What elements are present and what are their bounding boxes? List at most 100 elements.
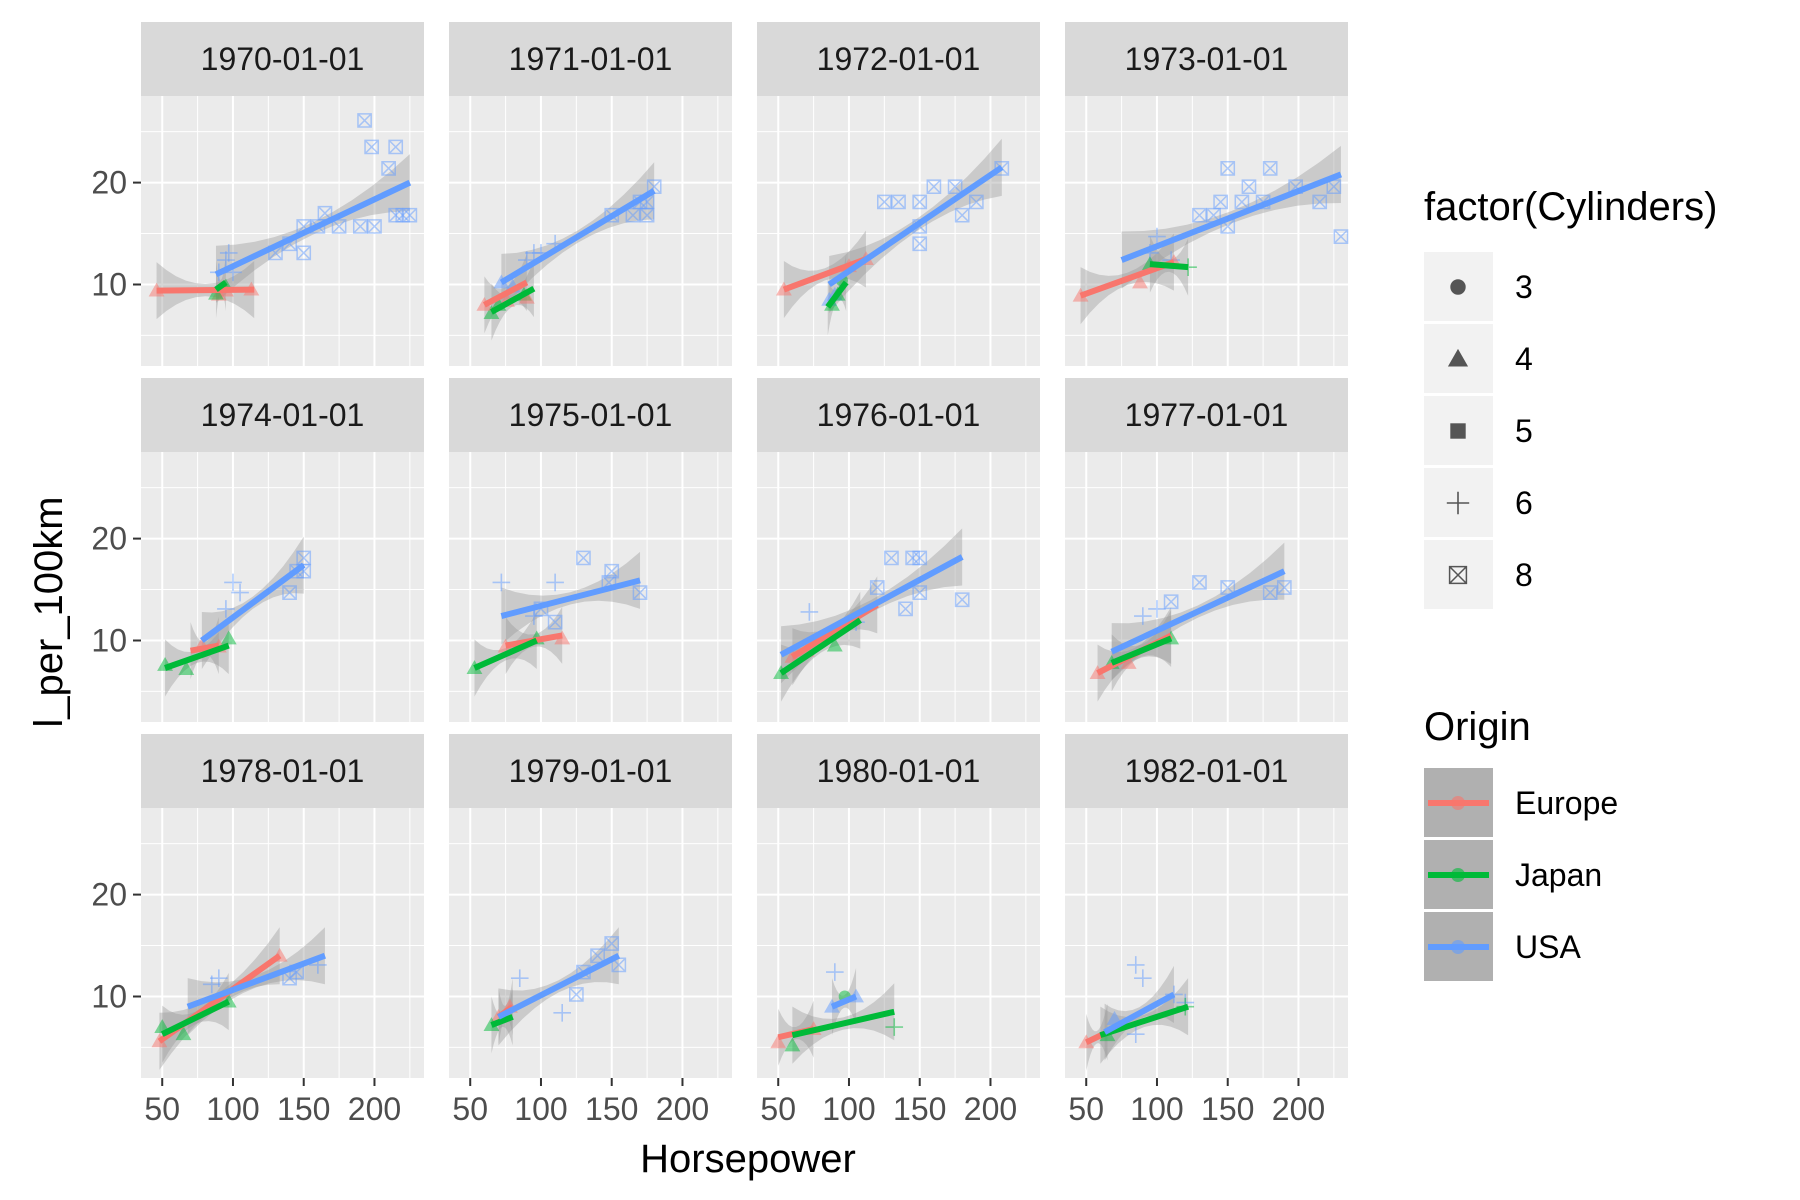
fit-line-japan (791, 1008, 895, 1039)
data-point (217, 251, 235, 269)
data-point (282, 585, 297, 600)
facet-strip-label: 1977-01-01 (1125, 397, 1289, 433)
legend-key-point (1451, 868, 1465, 882)
fit-line-usa (1110, 568, 1286, 655)
data-point (576, 550, 591, 566)
fit-line-usa (1120, 171, 1343, 263)
panel-background (449, 452, 732, 722)
data-point (885, 1018, 904, 1036)
data-point (625, 207, 641, 223)
panel-background (141, 808, 424, 1078)
y-tick-label: 20 (91, 521, 127, 557)
legend-key-circle (1450, 279, 1466, 295)
fit-line-japan (825, 280, 849, 309)
x-tick-label: 100 (514, 1091, 567, 1127)
fit-line-usa (186, 952, 326, 1010)
data-point (381, 160, 396, 176)
facet-strip (757, 22, 1040, 96)
data-point (632, 585, 648, 600)
data-point (912, 550, 928, 566)
data-point (891, 194, 906, 210)
x-tick-label: 50 (1068, 1091, 1104, 1127)
data-point (1241, 179, 1257, 195)
facet-strip-label: 1982-01-01 (1125, 753, 1289, 789)
data-point (331, 219, 347, 234)
axes: 10 20 10 20 10 20 50 100 150 200 50 100 150 200 50 100 1… (91, 165, 1325, 1127)
facet-strip (1065, 22, 1348, 96)
data-point (954, 207, 970, 223)
data-point (220, 630, 237, 645)
data-point (357, 113, 372, 128)
x-tick-label: 150 (277, 1091, 330, 1127)
data-point (364, 139, 379, 155)
y-tick-label: 10 (91, 622, 127, 658)
data-point (553, 1003, 571, 1022)
legend-label-cylinders: 4 (1515, 341, 1533, 377)
fit-line-japan (1149, 261, 1189, 271)
data-point (178, 661, 195, 675)
data-point (402, 207, 418, 223)
fit-line-japan (473, 637, 538, 671)
fit-line-usa (200, 562, 306, 643)
x-tick-label: 200 (656, 1091, 709, 1127)
data-point (569, 987, 584, 1002)
legend-title-origin: Origin (1424, 705, 1531, 749)
data-point (826, 637, 843, 652)
facet-strip (449, 734, 732, 808)
data-point (912, 585, 928, 600)
x-tick-label: 50 (760, 1091, 796, 1127)
facet-panel: 1980-01-01 (757, 734, 1040, 1078)
fit-line-usa (830, 993, 858, 1010)
fit-line-japan (490, 285, 536, 315)
facet-panel: 1971-01-01 (449, 22, 732, 366)
data-point (547, 614, 563, 630)
fit-line-japan (160, 998, 231, 1037)
panel-background (449, 808, 732, 1078)
legend-cylinders: factor(Cylinders) 3 4 5 6 8 (1424, 185, 1717, 609)
facet-panels: 1970-01-01 1971-01-01 1972-01-01 1973-01-01… (141, 22, 1349, 1078)
data-point (367, 219, 382, 234)
y-axis-title: l_per_100km (27, 496, 71, 727)
facet-strip-label: 1980-01-01 (817, 753, 981, 789)
y-tick-label: 20 (91, 165, 127, 201)
facet-panel: 1978-01-01 (141, 734, 424, 1078)
data-point (352, 219, 368, 234)
x-tick-label: 50 (452, 1091, 488, 1127)
x-axis-title: Horsepower (640, 1137, 856, 1181)
panel-background (1065, 96, 1348, 366)
panel-background (757, 452, 1040, 722)
data-point (224, 573, 242, 592)
data-point (784, 1037, 801, 1052)
data-point (639, 207, 655, 223)
facet-strip-label: 1979-01-01 (509, 753, 673, 789)
facet-panel: 1976-01-01 (757, 378, 1040, 722)
facet-strip (757, 734, 1040, 808)
facet-strip (449, 378, 732, 452)
data-point (1262, 585, 1278, 600)
legend-label-origin: Japan (1515, 857, 1602, 893)
data-point (826, 963, 844, 981)
facet-panel: 1972-01-01 (757, 22, 1040, 366)
data-point (898, 601, 913, 617)
data-point (388, 139, 404, 155)
data-point (1312, 194, 1328, 210)
fit-line-japan (1099, 1003, 1190, 1039)
facet-strip-label: 1976-01-01 (817, 397, 981, 433)
data-point (877, 194, 892, 210)
y-tick-label: 20 (91, 877, 127, 913)
data-point (1213, 194, 1228, 210)
data-point (175, 1026, 192, 1041)
facet-strip-label: 1973-01-01 (1125, 41, 1289, 77)
facet-strip (1065, 734, 1348, 808)
fit-line-usa (500, 577, 641, 619)
data-point (1148, 600, 1166, 618)
data-point (1120, 654, 1137, 669)
fit-line-japan (1110, 635, 1173, 666)
data-point (282, 970, 297, 986)
legend-key-square (1450, 423, 1466, 439)
data-point (1134, 607, 1152, 625)
data-point (296, 245, 312, 261)
fit-line-usa (1103, 991, 1176, 1035)
facet-strip (757, 378, 1040, 452)
